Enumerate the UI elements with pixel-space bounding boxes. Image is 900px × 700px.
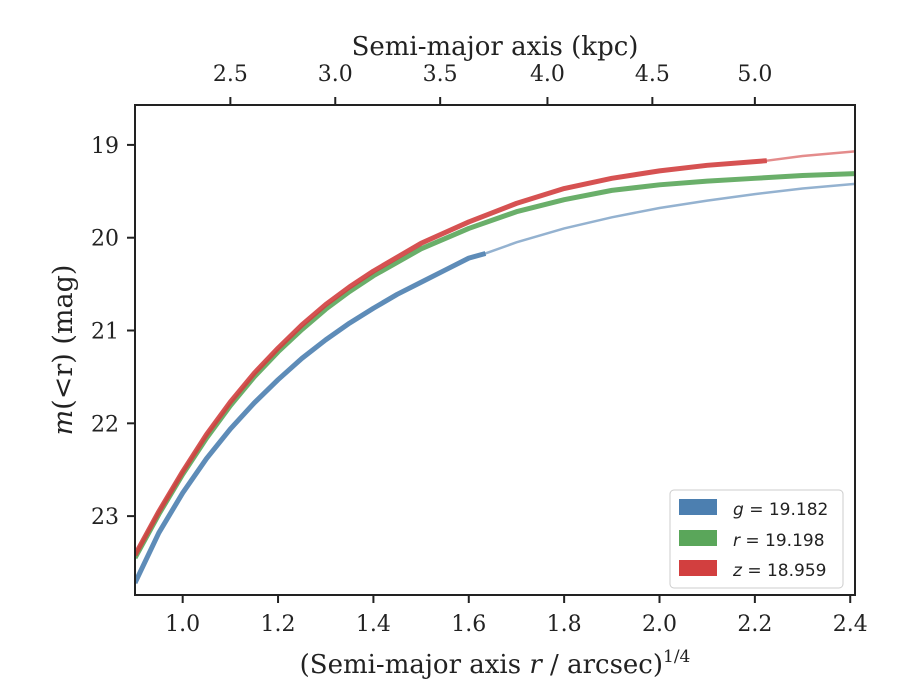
legend-label-r: r = 19.198	[733, 531, 825, 551]
plot-frame	[134, 104, 856, 596]
x-tick-label: 1.0	[165, 612, 200, 637]
legend-swatch-g	[679, 499, 717, 515]
y-tick-label: 22	[91, 412, 119, 437]
y-axis-title: m(<r) (mag)	[48, 265, 79, 436]
x-axis-title-var: r	[529, 650, 543, 680]
series-layer	[135, 150, 855, 585]
x-tick-label: 1.2	[261, 612, 296, 637]
legend-label-r-var: r	[733, 531, 741, 551]
x-tick-label: 2.2	[737, 612, 772, 637]
series-g-line	[135, 251, 487, 585]
y-tick-label: 21	[91, 320, 119, 345]
x-axis-title-exponent: 1/4	[663, 647, 690, 667]
top-tick-label: 5.0	[737, 62, 772, 87]
top-tick-label: 3.0	[318, 62, 353, 87]
x-tick-label: 2.0	[642, 612, 677, 637]
y-axis-title-func: m	[48, 410, 79, 436]
top-tick-label: 4.5	[635, 62, 670, 87]
legend-label-r-value: = 19.198	[745, 531, 824, 551]
legend-label-z-var: z	[732, 561, 743, 581]
legend-swatch-r	[679, 530, 717, 546]
top-tick-label: 4.0	[530, 62, 565, 87]
y-tick-label: 19	[91, 134, 119, 159]
legend-label-g: g = 19.182	[733, 500, 828, 520]
legend-label-z-value: = 18.959	[747, 561, 826, 581]
x-tick-label: 2.4	[833, 612, 868, 637]
x-axis-title-prefix: (Semi-major axis	[300, 650, 530, 680]
x-tick-label: 1.4	[356, 612, 391, 637]
y-tick-label: 20	[91, 227, 119, 252]
top-axis-title: Semi-major axis (kpc)	[352, 32, 639, 62]
ticks-layer: 1.0 1.2 1.4 1.6 1.8 2.0 2.2 2.4 19 20 21 22 23 2.5 3.0…	[91, 62, 868, 637]
series-z-line	[135, 158, 767, 557]
x-axis-title-suffix: / arcsec)	[542, 650, 663, 680]
series-g-model-line	[484, 182, 855, 255]
top-tick-label: 2.5	[213, 62, 248, 87]
legend-label-g-var: g	[733, 500, 744, 520]
y-axis-title-unit: (mag)	[48, 265, 79, 354]
legend-label-g-value: = 19.182	[749, 500, 828, 520]
top-tick-label: 3.5	[423, 62, 458, 87]
y-tick-label: 23	[91, 505, 119, 530]
legend-swatch-z	[679, 560, 717, 576]
series-z-model-line	[765, 150, 855, 162]
legend-label-z: z = 18.959	[732, 561, 826, 581]
x-tick-label: 1.8	[547, 612, 582, 637]
legend: g = 19.182 r = 19.198 z = 18.959	[669, 489, 844, 589]
y-axis-title-arg: (<r)	[48, 353, 79, 410]
x-tick-label: 1.6	[451, 612, 486, 637]
x-axis-title: (Semi-major axis r / arcsec)1/4	[300, 647, 691, 680]
